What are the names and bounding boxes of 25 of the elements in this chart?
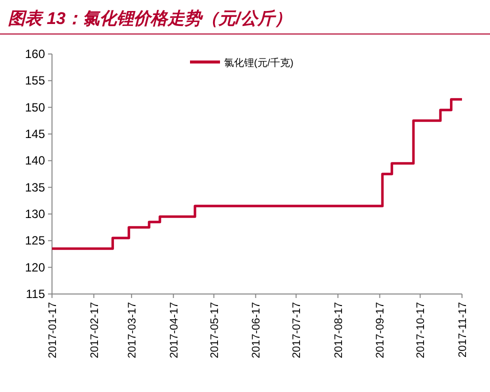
y-tick-label: 120	[24, 260, 46, 274]
x-tick-label: 2017-11-17	[457, 302, 469, 358]
y-tick-label: 125	[24, 234, 46, 248]
y-tick-label: 160	[24, 47, 46, 61]
x-tick-label: 2017-07-17	[291, 302, 304, 358]
y-tick-label: 115	[26, 287, 46, 301]
legend-label: 氯化锂(元/千克)	[224, 57, 294, 69]
x-tick-label: 2017-01-17	[47, 302, 59, 358]
y-tick-label: 145	[24, 127, 46, 141]
x-tick-label: 2017-03-17	[126, 302, 139, 358]
x-tick-label: 2017-05-17	[208, 302, 221, 358]
legend: 氯化锂(元/千克)	[190, 58, 294, 69]
y-tick-label: 150	[24, 100, 46, 114]
x-tick-label: 2017-06-17	[250, 302, 263, 358]
x-tick-label: 2017-04-17	[168, 302, 180, 358]
chart-title: 图表 13：氯化锂价格走势（元/公斤）	[8, 9, 292, 28]
x-tick-label: 2017-08-17	[332, 302, 345, 358]
y-tick-label: 130	[24, 207, 46, 221]
y-tick-label: 140	[24, 154, 46, 168]
x-tick-label: 2017-02-17	[88, 302, 101, 358]
x-tick-label: 2017-10-17	[415, 302, 428, 358]
y-tick-label: 135	[24, 180, 46, 194]
x-tick-label: 2017-09-17	[374, 302, 387, 358]
title: 图表 13：氯化锂价格走势（元/公斤）	[0, 9, 490, 34]
y-tick-label: 155	[24, 74, 46, 88]
